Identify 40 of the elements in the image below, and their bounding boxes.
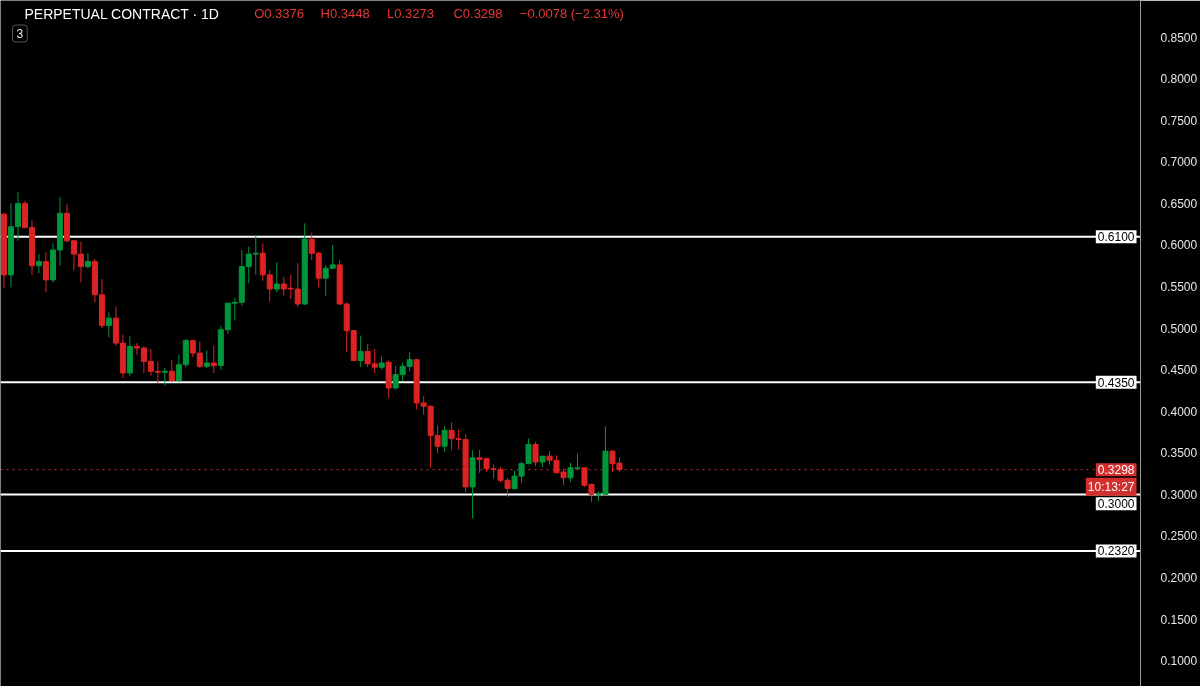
- candlestick: [105, 311, 112, 338]
- y-tick-label: 0.4000: [1160, 404, 1198, 419]
- annotation: C0.3298: [453, 6, 503, 21]
- annotation: 10:13:27: [1087, 479, 1135, 494]
- candlestick: [161, 367, 168, 386]
- annotation: L0.3273: [386, 6, 434, 21]
- ref-line-label: 0.6100: [1097, 230, 1135, 245]
- y-tick-label: 0.1500: [1160, 612, 1198, 627]
- y-tick-label: 0.5500: [1160, 280, 1198, 295]
- y-tick-label: 0.7500: [1160, 113, 1198, 128]
- ref-line-label: 0.2320: [1097, 544, 1135, 559]
- y-tick-label: 0.8000: [1160, 72, 1198, 87]
- annotation: −0.0078 (−2.31%): [519, 6, 624, 21]
- y-tick-label: 0.6500: [1160, 196, 1198, 211]
- y-tick-label: 0.1000: [1160, 654, 1198, 669]
- candlestick: [168, 359, 175, 383]
- candlestick: [84, 252, 91, 269]
- y-tick-label: 0.2500: [1160, 529, 1198, 544]
- candlestick: [532, 441, 539, 467]
- annotation: O0.3376: [254, 6, 305, 21]
- ref-line-label: 0.3000: [1097, 497, 1135, 512]
- y-tick-label: 0.8500: [1160, 30, 1198, 45]
- candlestick: [357, 335, 364, 368]
- ref-line-label: 0.3298: [1097, 463, 1135, 478]
- candlestick: [273, 261, 280, 293]
- chart-title: PERPETUAL CONTRACT · 1D: [24, 5, 219, 22]
- candlestick: [210, 345, 217, 374]
- y-tick-label: 0.7000: [1160, 155, 1198, 170]
- annotation: H0.3448: [320, 6, 370, 21]
- candlestick: [42, 251, 49, 293]
- y-tick-label: 0.4500: [1160, 363, 1198, 378]
- candlestick: [441, 425, 448, 453]
- y-tick-label: 0.6000: [1160, 238, 1198, 253]
- text: 3: [16, 27, 24, 41]
- candlestick: [35, 253, 42, 274]
- y-tick-label: 0.3500: [1160, 446, 1198, 461]
- y-tick-label: 0.3000: [1160, 487, 1198, 502]
- ref-line-label: 0.4350: [1097, 375, 1135, 390]
- y-tick-label: 0.5000: [1160, 321, 1198, 336]
- y-tick-label: 0.2000: [1160, 571, 1198, 586]
